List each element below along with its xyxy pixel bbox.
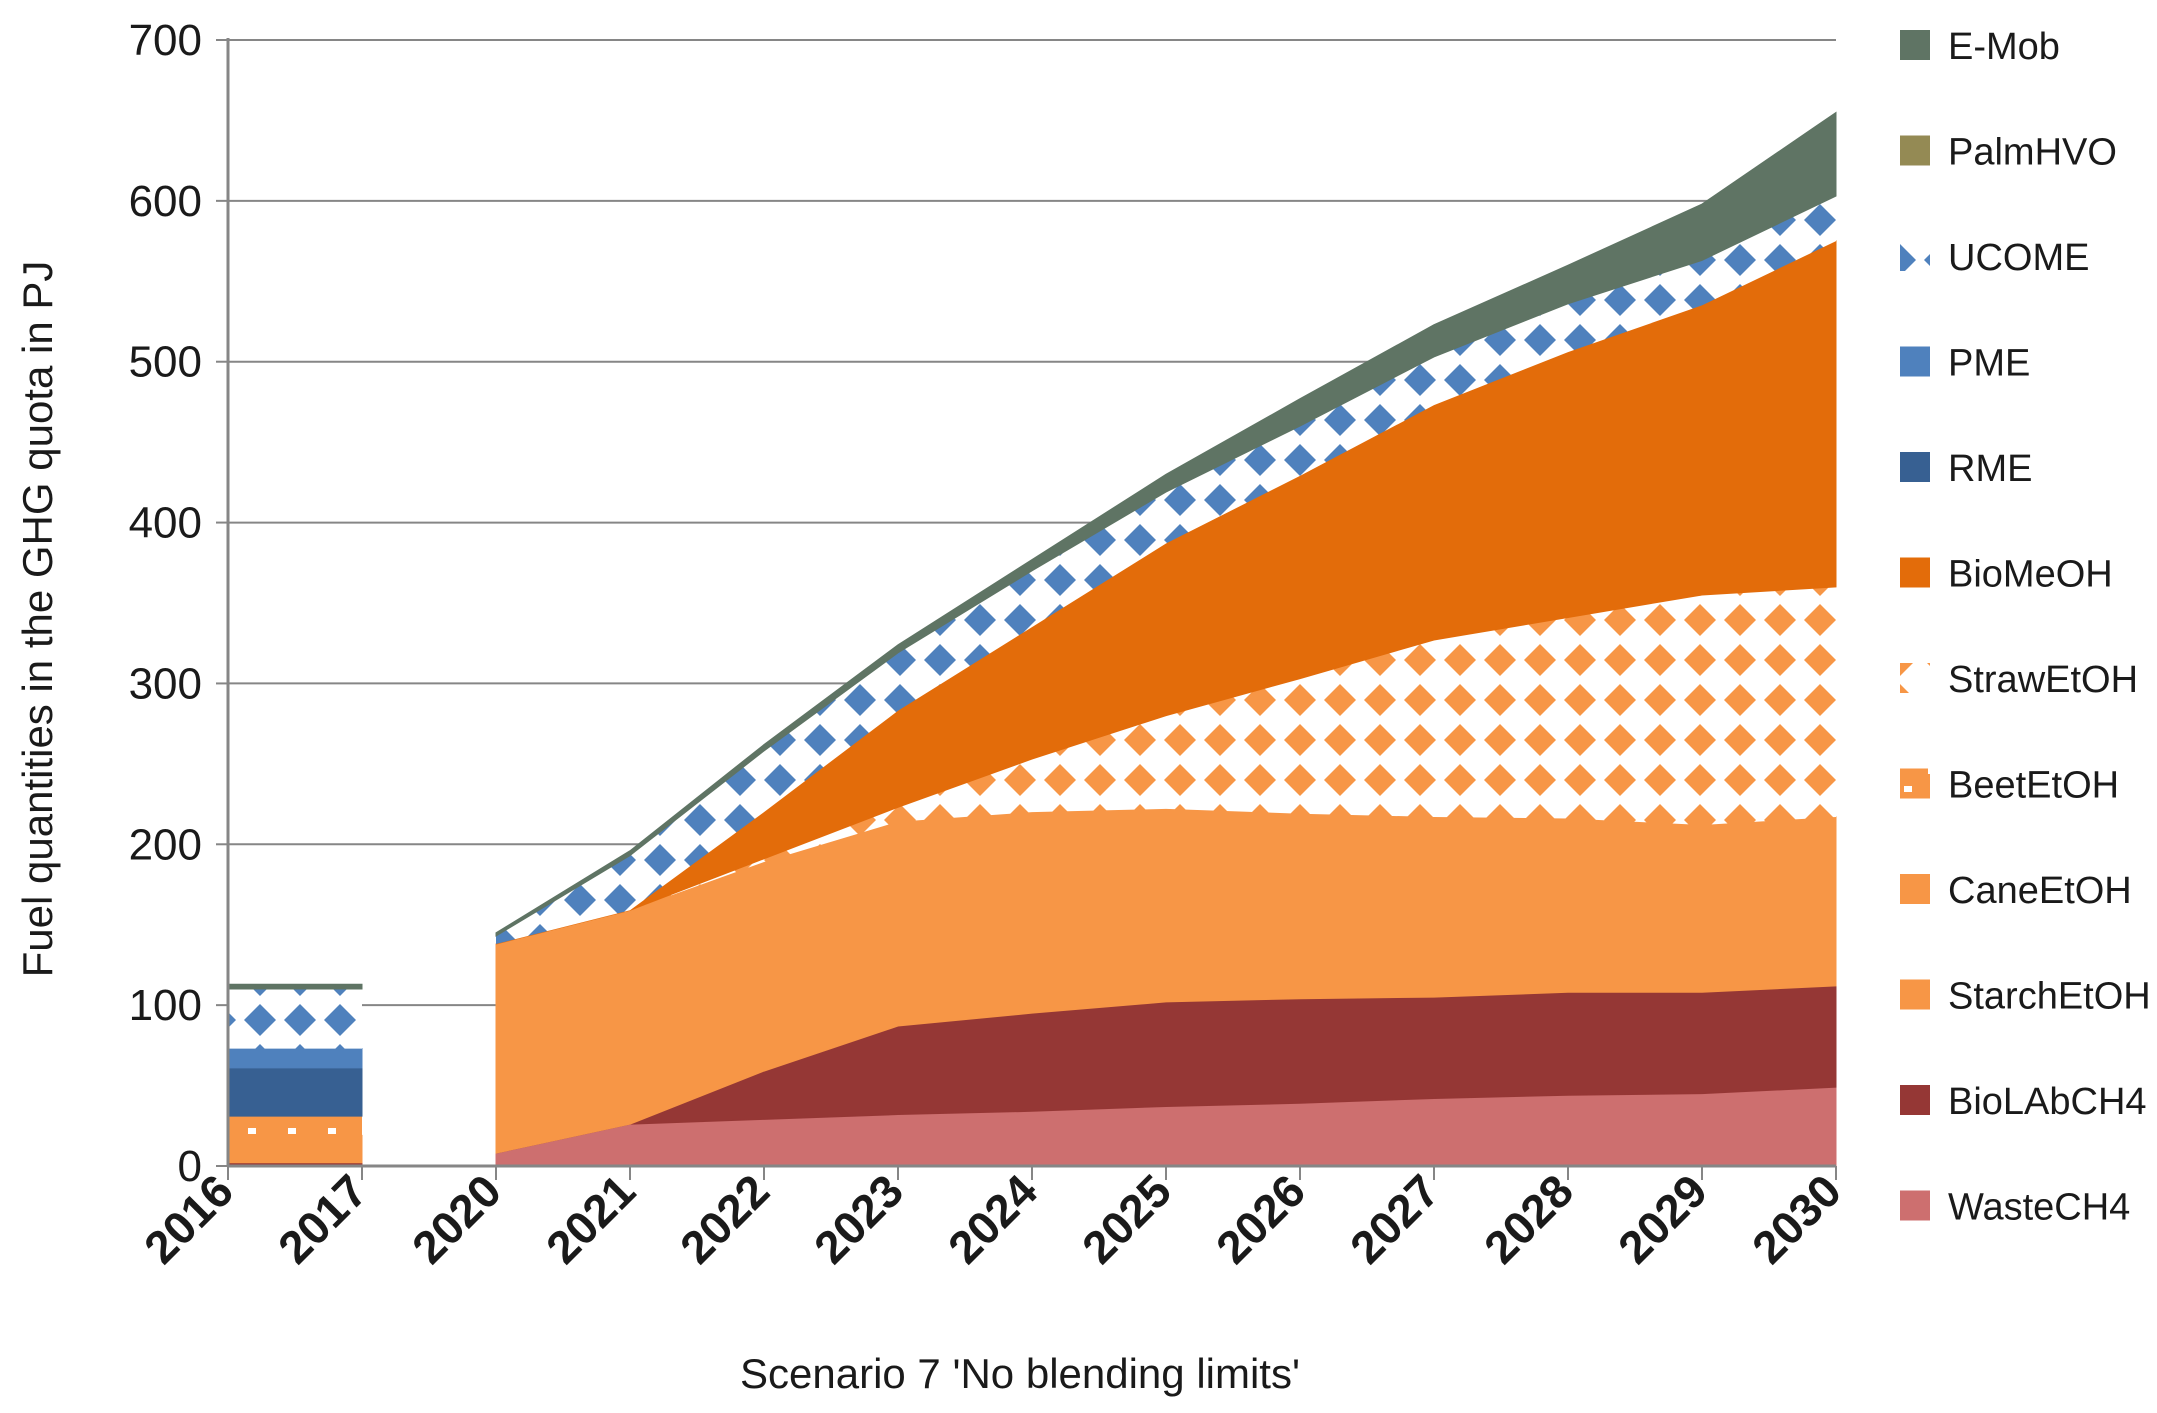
x-tick-label-2028: 2028 <box>1474 1164 1583 1273</box>
legend-swatch-PalmHVO <box>1900 135 1930 166</box>
x-tick-label-2023: 2023 <box>804 1164 913 1273</box>
legend-item-BioMeOH: BioMeOH <box>1900 554 2113 596</box>
y-tick-label-200: 200 <box>129 820 202 869</box>
legend-label-BioMeOH: BioMeOH <box>1948 554 2113 596</box>
legend-swatch-CaneEtOH <box>1900 874 1930 904</box>
area-E-Mob-historical <box>227 983 363 990</box>
x-tick-label-2020: 2020 <box>402 1164 511 1273</box>
legend-label-BioLAbCH4: BioLAbCH4 <box>1948 1081 2147 1123</box>
x-tick-label-2030: 2030 <box>1742 1164 1851 1273</box>
legend-label-PalmHVO: PalmHVO <box>1948 132 2117 174</box>
area-UCOME-scenario <box>496 196 1836 945</box>
area-PME-historical <box>227 1048 363 1069</box>
x-tick-label-2026: 2026 <box>1206 1164 1315 1273</box>
legend-swatch-PME <box>1900 346 1930 377</box>
legend-item-UCOME: UCOME <box>1900 237 2089 279</box>
y-tick-label-600: 600 <box>129 177 202 226</box>
x-tick-label-2025: 2025 <box>1072 1164 1181 1273</box>
legend-item-BeetEtOH: BeetEtOH <box>1900 765 2119 807</box>
legend-swatch-UCOME <box>1900 241 1930 271</box>
legend-item-PME: PME <box>1900 343 2030 385</box>
legend-item-RME: RME <box>1900 448 2032 490</box>
area-BeetEtOH-historical <box>228 1116 362 1136</box>
legend-label-RME: RME <box>1948 448 2032 490</box>
legend-swatch-StarchEtOH <box>1900 979 1930 1010</box>
legend: E-Mob PalmHVO UCOME PME RME BioMeOH StrawEtOH B… <box>1900 26 2151 1229</box>
legend-label-StarchEtOH: StarchEtOH <box>1948 976 2151 1018</box>
y-axis-title: Fuel quantities in the GHG quota in PJ <box>14 261 61 978</box>
x-tick-label-2021: 2021 <box>536 1164 645 1273</box>
legend-swatch-BeetEtOH <box>1900 768 1930 799</box>
legend-label-UCOME: UCOME <box>1948 237 2089 279</box>
legend-swatch-BioMeOH <box>1900 557 1930 588</box>
x-tick-labels: 2016 2017 2020 2021 2022 2023 2024 2025 2026 2027… <box>134 1164 1851 1273</box>
legend-item-StarchEtOH: StarchEtOH <box>1900 976 2151 1018</box>
legend-swatch-StrawEtOH <box>1900 663 1930 693</box>
legend-label-E-Mob: E-Mob <box>1948 26 2060 68</box>
area-UCOME-historical <box>228 989 362 1049</box>
area-CaneEtOH-historical <box>227 1134 363 1144</box>
x-tick-label-2022: 2022 <box>670 1164 779 1273</box>
x-tick-label-2029: 2029 <box>1608 1164 1717 1273</box>
legend-swatch-WasteCH4 <box>1900 1190 1930 1221</box>
y-tick-label-700: 700 <box>129 16 202 65</box>
y-tick-labels: 0 100 200 300 400 500 600 700 <box>129 16 202 1191</box>
area-StarchEtOH-scenario <box>495 808 1837 1154</box>
legend-label-CaneEtOH: CaneEtOH <box>1948 870 2132 912</box>
legend-item-PalmHVO: PalmHVO <box>1900 132 2117 174</box>
y-tick-label-100: 100 <box>129 981 202 1030</box>
legend-item-WasteCH4: WasteCH4 <box>1900 1187 2130 1229</box>
legend-label-BeetEtOH: BeetEtOH <box>1948 765 2119 807</box>
y-tick-label-500: 500 <box>129 338 202 387</box>
x-tick-label-2017: 2017 <box>268 1164 377 1273</box>
y-tick-label-0: 0 <box>178 1142 202 1191</box>
legend-swatch-E-Mob <box>1900 30 1930 60</box>
area-StrawEtOH-scenario <box>496 586 1836 945</box>
legend-item-CaneEtOH: CaneEtOH <box>1900 870 2132 912</box>
area-E-Mob-scenario <box>495 111 1837 937</box>
x-axis-title: Scenario 7 'No blending limits' <box>740 1350 1300 1397</box>
y-tick-label-300: 300 <box>129 659 202 708</box>
x-tick-label-2027: 2027 <box>1340 1164 1449 1273</box>
legend-item-BioLAbCH4: BioLAbCH4 <box>1900 1081 2147 1123</box>
legend-item-E-Mob: E-Mob <box>1900 26 2060 68</box>
legend-label-WasteCH4: WasteCH4 <box>1948 1187 2130 1229</box>
x-tick-label-2024: 2024 <box>938 1164 1047 1273</box>
area-StarchEtOH-historical <box>227 1142 363 1164</box>
legend-swatch-BioLAbCH4 <box>1900 1085 1930 1115</box>
legend-label-PME: PME <box>1948 343 2030 385</box>
legend-swatch-RME <box>1900 452 1930 482</box>
axes <box>216 38 1837 1180</box>
legend-label-StrawEtOH: StrawEtOH <box>1948 659 2138 701</box>
legend-item-StrawEtOH: StrawEtOH <box>1900 659 2138 701</box>
area-series <box>227 111 1837 1167</box>
area-RME-historical <box>227 1067 363 1117</box>
y-tick-label-400: 400 <box>129 499 202 548</box>
